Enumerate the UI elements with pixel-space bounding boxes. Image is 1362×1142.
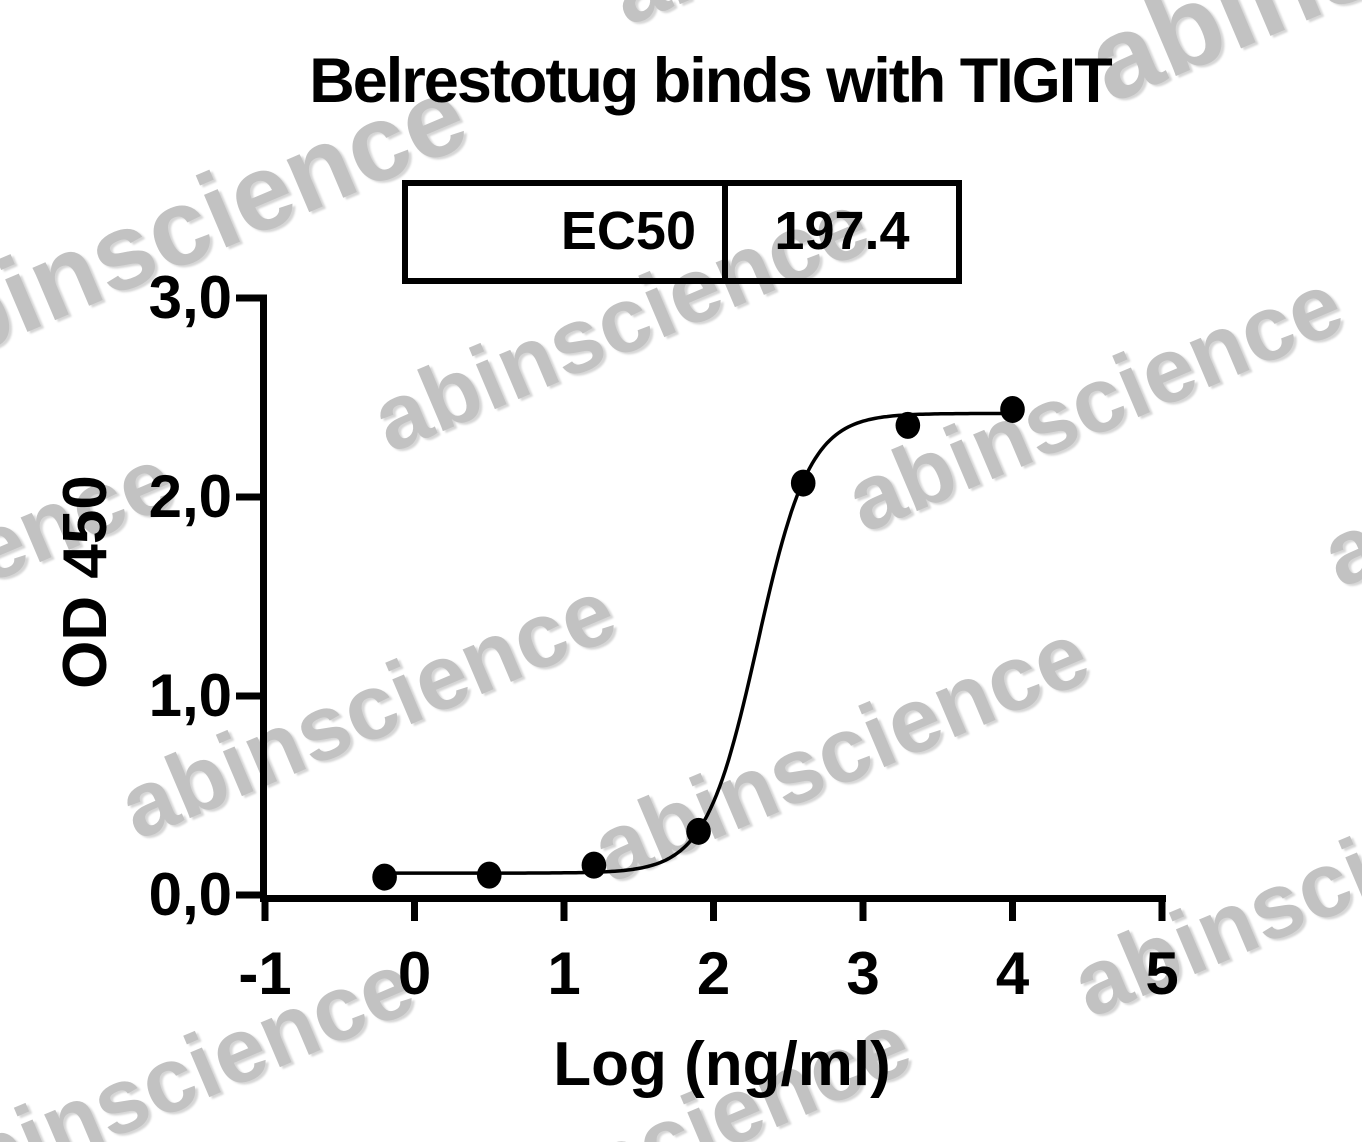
- data-point: [1000, 395, 1025, 423]
- data-point: [476, 861, 502, 889]
- data-point: [895, 411, 921, 439]
- fit-curve: [384, 411, 1013, 875]
- data-point: [686, 817, 711, 845]
- data-point: [790, 469, 816, 497]
- data-point: [581, 851, 607, 879]
- data-point: [372, 863, 397, 891]
